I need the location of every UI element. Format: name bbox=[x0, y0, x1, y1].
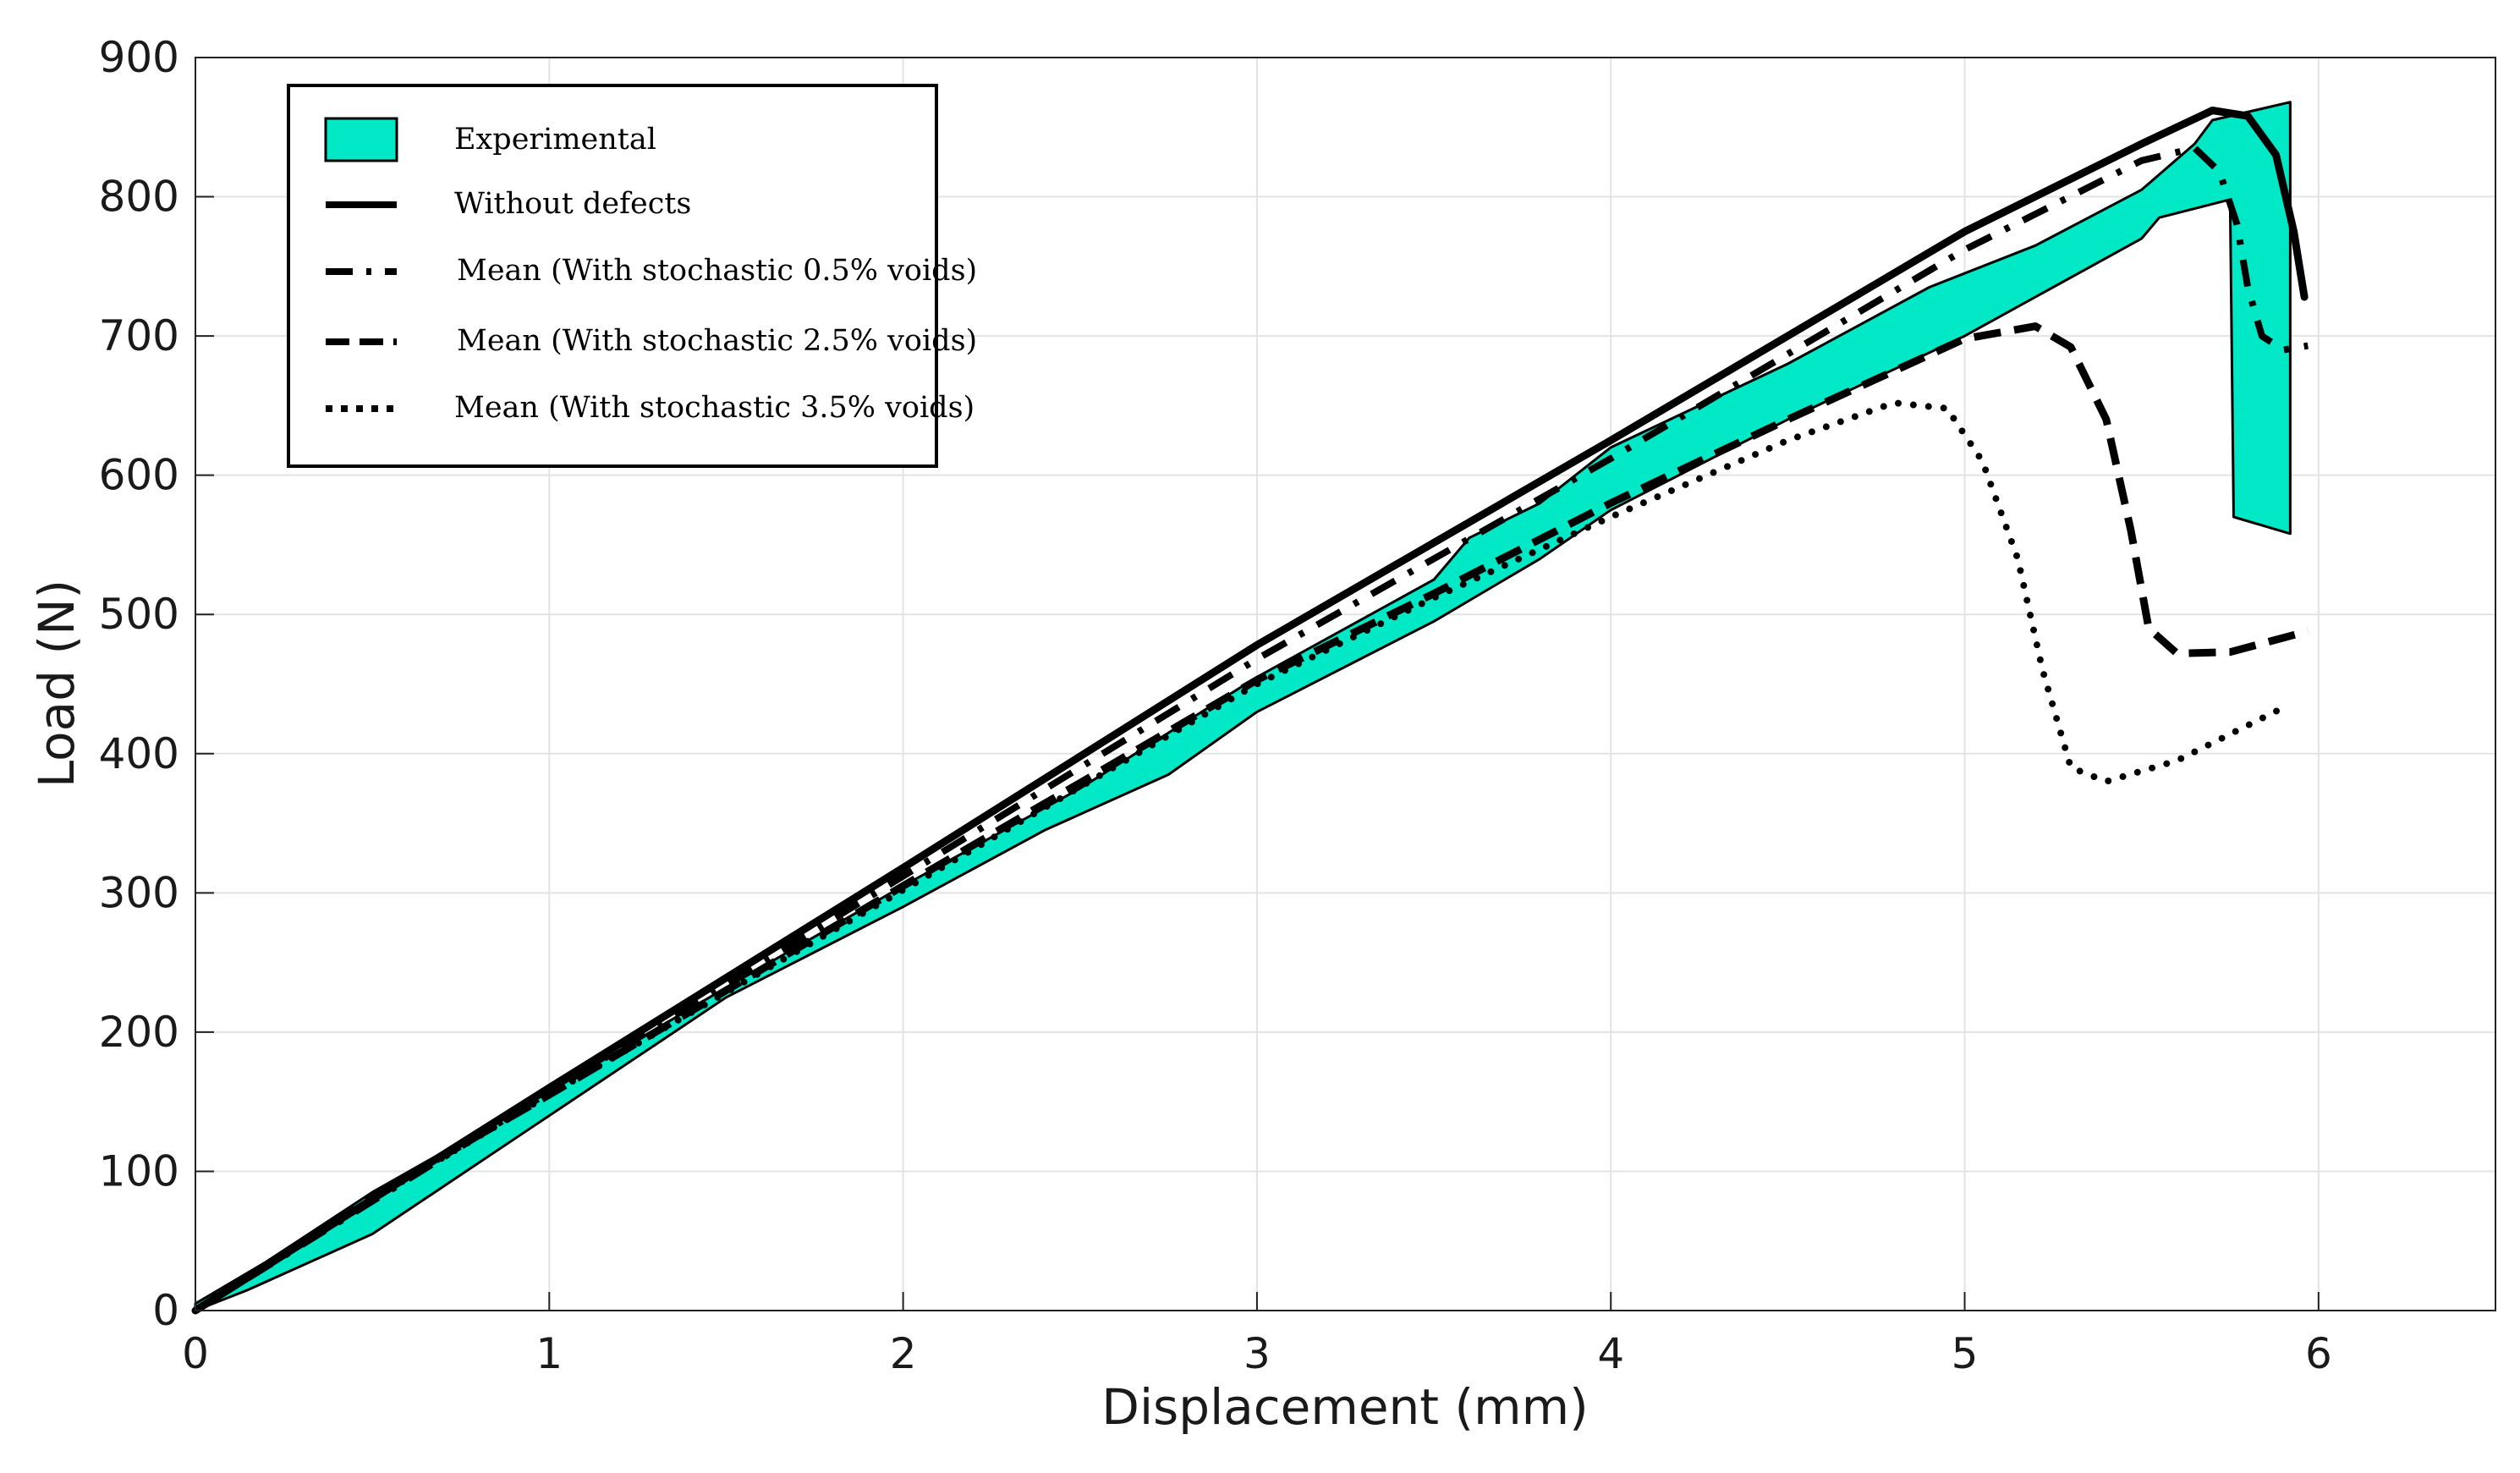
y-tick-label: 400 bbox=[99, 729, 179, 778]
x-tick-label: 1 bbox=[535, 1329, 563, 1378]
x-axis-title: Displacement (mm) bbox=[1101, 1378, 1588, 1436]
x-tick-labels: 0 1 2 3 4 5 6 bbox=[182, 1329, 2332, 1378]
y-tick-label: 500 bbox=[99, 590, 179, 639]
x-tick-label: 6 bbox=[2305, 1329, 2332, 1378]
y-tick-label: 900 bbox=[99, 33, 179, 82]
y-tick-label: 100 bbox=[99, 1146, 179, 1195]
x-tick-label: 5 bbox=[1952, 1329, 1979, 1378]
x-tick-label: 4 bbox=[1597, 1329, 1624, 1378]
legend-label-voids-0-5: Mean (With stochastic 0.5% voids) bbox=[457, 254, 977, 288]
y-tick-label: 0 bbox=[152, 1286, 179, 1335]
y-tick-label: 700 bbox=[99, 311, 179, 360]
y-tick-labels: 0 100 200 300 400 500 600 700 800 900 bbox=[99, 33, 179, 1335]
series-line-3 bbox=[192, 399, 2287, 1314]
legend-label-voids-3-5: Mean (With stochastic 3.5% voids) bbox=[454, 391, 975, 425]
y-tick-label: 800 bbox=[99, 173, 179, 222]
y-tick-label: 300 bbox=[99, 868, 179, 917]
x-tick-label: 2 bbox=[890, 1329, 917, 1378]
y-tick-label: 200 bbox=[99, 1008, 179, 1057]
axis-ticks bbox=[195, 57, 2320, 1311]
x-tick-label: 3 bbox=[1244, 1329, 1271, 1378]
y-axis-title: Load (N) bbox=[28, 580, 85, 788]
legend: Experimental Without defects Mean (With … bbox=[287, 84, 977, 468]
series-line-2 bbox=[193, 322, 2309, 1314]
x-tick-label: 0 bbox=[182, 1329, 209, 1378]
legend-label-experimental: Experimental bbox=[454, 123, 656, 157]
legend-label-without-defects: Without defects bbox=[454, 187, 691, 221]
y-tick-label: 600 bbox=[99, 451, 179, 500]
series-line-0 bbox=[191, 107, 2309, 1315]
series-lines-group bbox=[191, 107, 2309, 1315]
plot-frame bbox=[195, 57, 2496, 1311]
legend-label-voids-2-5: Mean (With stochastic 2.5% voids) bbox=[457, 324, 977, 358]
series-line-1 bbox=[193, 145, 2309, 1314]
legend-swatch-experimental bbox=[324, 117, 398, 162]
